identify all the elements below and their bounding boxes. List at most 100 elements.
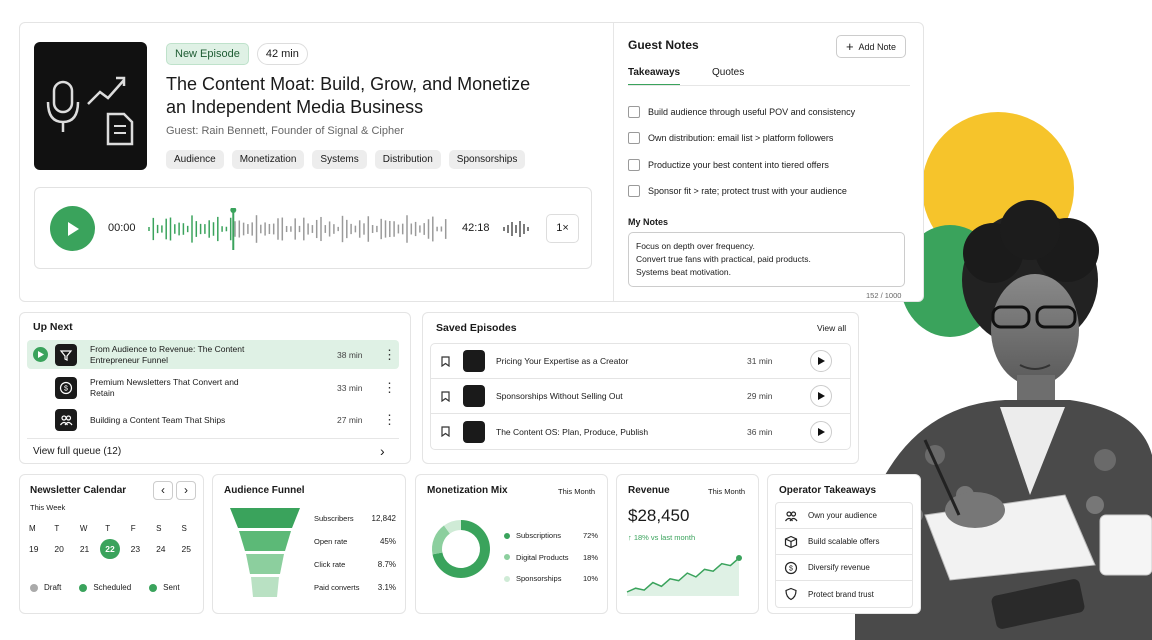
tag-systems[interactable]: Systems (312, 150, 367, 169)
my-notes-textarea[interactable]: Focus on depth over frequency. Convert t… (628, 232, 905, 287)
day-label: S (156, 524, 162, 533)
day-label: W (79, 524, 88, 533)
takeaway-item[interactable]: Sponsor fit > rate; protect trust with y… (628, 178, 908, 204)
dollar-icon: $ (59, 381, 73, 395)
up-next-title: Building a Content Team That Ships (90, 414, 226, 425)
up-next-item[interactable]: Building a Content Team That Ships 27 min… (27, 404, 399, 436)
svg-text:$: $ (64, 386, 68, 393)
up-next-title: Up Next (33, 321, 73, 333)
view-all-link[interactable]: View all (817, 323, 847, 333)
operator-item: Build scalable offers (776, 529, 912, 555)
trend-endpoint (736, 555, 742, 561)
saved-title: Pricing Your Expertise as a Creator (496, 356, 629, 366)
play-icon (817, 357, 825, 365)
takeaway-item[interactable]: Build audience through useful POV and co… (628, 99, 908, 125)
takeaway-checkbox[interactable] (628, 106, 640, 119)
saved-episodes-card (422, 312, 859, 464)
more-options-icon[interactable]: ⋮ (383, 380, 396, 395)
takeaway-item[interactable]: Productize your best content into tiered… (628, 152, 908, 178)
funnel-graphic (230, 508, 300, 597)
saved-item[interactable]: Pricing Your Expertise as a Creator 31 mi… (431, 344, 850, 379)
saved-item[interactable]: The Content OS: Plan, Produce, Publish 36… (431, 414, 850, 449)
play-button[interactable] (50, 206, 95, 251)
tab-quotes[interactable]: Quotes (712, 67, 745, 78)
takeaway-checkbox[interactable] (628, 185, 640, 198)
bookmark-icon[interactable] (441, 426, 450, 437)
play-saved-button[interactable] (810, 420, 832, 443)
revenue-change: ↑ 18% vs last month (628, 533, 696, 542)
mix-title: Monetization Mix (427, 485, 508, 496)
up-next-duration: 33 min (337, 383, 363, 393)
up-next-title: Premium Newsletters That Convert and Ret… (90, 377, 239, 398)
legend-sent: Sent (149, 583, 180, 592)
tab-takeaways[interactable]: Takeaways (628, 67, 681, 86)
spacer (33, 413, 48, 428)
saved-duration: 29 min (747, 391, 773, 401)
play-icon (67, 221, 79, 236)
date-cell[interactable]: 20 (54, 544, 64, 554)
bookmark-icon[interactable] (441, 390, 450, 402)
saved-title: Sponsorships Without Selling Out (496, 391, 623, 401)
takeaway-checkbox[interactable] (628, 158, 640, 171)
more-options-icon[interactable]: ⋮ (383, 346, 396, 362)
day-label: F (130, 524, 136, 533)
date-cell[interactable]: 24 (156, 544, 166, 554)
revenue-period: This Month (708, 487, 746, 496)
play-saved-button[interactable] (810, 350, 832, 372)
takeaway-checkbox[interactable] (628, 132, 640, 145)
add-note-button[interactable]: + Add Note (836, 35, 906, 58)
up-next-title: From Audience to Revenue: The Content En… (90, 343, 245, 365)
selected-date[interactable]: 22 (100, 539, 120, 559)
team-icon (60, 415, 73, 426)
legend-draft: Draft (30, 583, 61, 592)
queue-divider (27, 438, 399, 439)
date-cell[interactable]: 23 (130, 544, 141, 554)
date-cell[interactable]: 21 (79, 544, 90, 554)
day-label: T (54, 524, 60, 533)
play-icon (817, 392, 825, 400)
tag-distribution[interactable]: Distribution (374, 150, 441, 169)
funnel-row: Click rate 8.7% (314, 560, 396, 569)
trend-line (626, 557, 740, 593)
waveform-scrubber[interactable] (147, 208, 452, 250)
date-cell[interactable]: 25 (181, 544, 191, 554)
donut-slice (443, 520, 461, 534)
next-week-button[interactable]: › (176, 481, 196, 500)
play-saved-button[interactable] (810, 385, 832, 407)
operator-item: Own your audience (776, 503, 912, 529)
legend-dot (504, 575, 510, 582)
date-cell[interactable]: 19 (28, 544, 39, 554)
total-time: 42:18 (462, 222, 490, 234)
play-icon (817, 427, 825, 436)
view-full-queue-link[interactable]: View full queue (12) (33, 446, 122, 457)
prev-week-button[interactable]: ‹ (153, 481, 173, 500)
volume-wave-icon[interactable] (502, 220, 532, 238)
episode-cover (34, 42, 147, 170)
tag-sponsorships[interactable]: Sponsorships (448, 150, 526, 169)
speed-button[interactable]: 1× (546, 214, 579, 243)
more-options-icon[interactable]: ⋮ (383, 412, 396, 427)
guest-notes-title: Guest Notes (628, 38, 699, 52)
operator-item: $ Diversify revenue (776, 555, 912, 581)
tab-underline (628, 85, 910, 86)
mix-donut-chart (432, 520, 490, 578)
funnel-icon (59, 349, 73, 361)
up-next-item[interactable]: From Audience to Revenue: The Content En… (27, 340, 399, 369)
episode-thumb (463, 420, 485, 443)
tag-audience[interactable]: Audience (166, 150, 224, 169)
saved-title: Saved Episodes (436, 322, 517, 334)
saved-list: Pricing Your Expertise as a Creator 31 mi… (430, 343, 851, 450)
funnel-title: Audience Funnel (224, 485, 305, 496)
tag-monetization[interactable]: Monetization (231, 150, 305, 169)
funnel-stats: Subscribers 12,842 Open rate 45% Click rate 8… (314, 507, 396, 599)
chevron-right-icon[interactable]: › (380, 443, 385, 459)
new-episode-badge: New Episode (166, 43, 249, 65)
bookmark-icon[interactable] (441, 355, 450, 367)
woman-writing-photo (855, 200, 1152, 640)
up-next-item[interactable]: $ Premium Newsletters That Convert and Re… (27, 372, 399, 404)
notes-divider (613, 23, 614, 301)
saved-item[interactable]: Sponsorships Without Selling Out 29 min (431, 379, 850, 414)
takeaway-item[interactable]: Own distribution: email list > platform … (628, 125, 908, 151)
revenue-title: Revenue (628, 485, 670, 496)
my-notes-label: My Notes (628, 217, 669, 227)
